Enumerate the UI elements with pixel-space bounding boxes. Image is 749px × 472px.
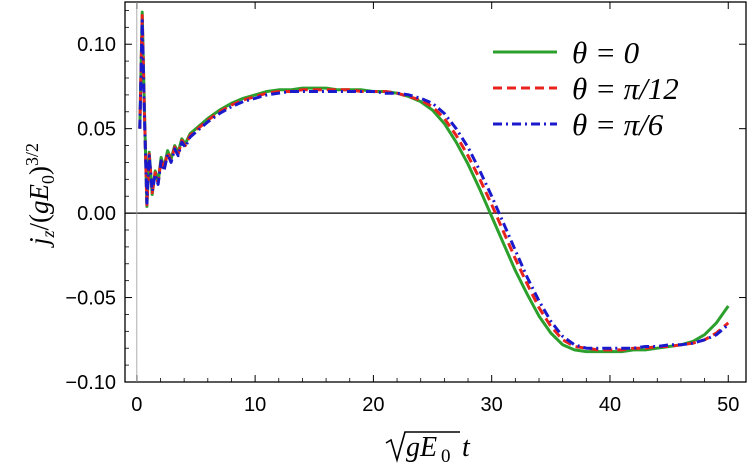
x-axis-label: gE 0 t xyxy=(385,431,471,467)
y-tick-label: 0.05 xyxy=(77,119,116,141)
series-group xyxy=(125,2,746,382)
y-axis-label: jz/(gE0)3/2 xyxy=(22,143,58,248)
series-line xyxy=(138,14,730,352)
svg-text:0: 0 xyxy=(441,446,451,467)
x-tick-label: 30 xyxy=(481,394,503,416)
legend: θ = 0θ = π/12θ = π/6 xyxy=(493,35,679,142)
series-line xyxy=(138,10,730,354)
y-tick-label: 0.00 xyxy=(77,203,116,225)
legend-label: θ = π/6 xyxy=(572,107,664,142)
x-tick-label: 40 xyxy=(599,394,621,416)
y-tick-label: −0.05 xyxy=(65,288,116,310)
x-tick-label: 50 xyxy=(717,394,739,416)
x-tick-label: 0 xyxy=(131,394,142,416)
svg-text:gE: gE xyxy=(406,432,437,463)
axis-ticks xyxy=(125,2,746,383)
svg-text:jz/(gE0)3/2: jz/(gE0)3/2 xyxy=(22,143,58,248)
y-tick-label: 0.10 xyxy=(77,34,116,56)
svg-text:t: t xyxy=(462,432,471,463)
y-tick-label: −0.10 xyxy=(65,372,116,394)
x-axis-label-radical xyxy=(385,431,460,463)
tick-labels: 0 10 20 30 40 50 0.10 0.05 0.00 −0.05 −0.10 xyxy=(65,34,739,416)
series-line xyxy=(138,19,730,350)
x-tick-label: 20 xyxy=(362,394,384,416)
x-tick-label: 10 xyxy=(244,394,266,416)
plot-frame xyxy=(124,1,747,383)
legend-label: θ = π/12 xyxy=(572,71,679,106)
legend-label: θ = 0 xyxy=(572,35,640,70)
